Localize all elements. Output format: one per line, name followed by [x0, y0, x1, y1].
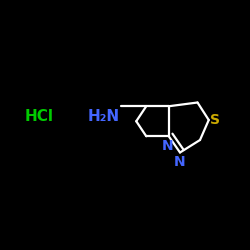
Text: N: N — [174, 156, 186, 170]
Text: S: S — [210, 113, 220, 127]
Text: H₂N: H₂N — [88, 109, 120, 124]
Text: N: N — [162, 139, 173, 153]
Text: HCl: HCl — [24, 109, 53, 124]
